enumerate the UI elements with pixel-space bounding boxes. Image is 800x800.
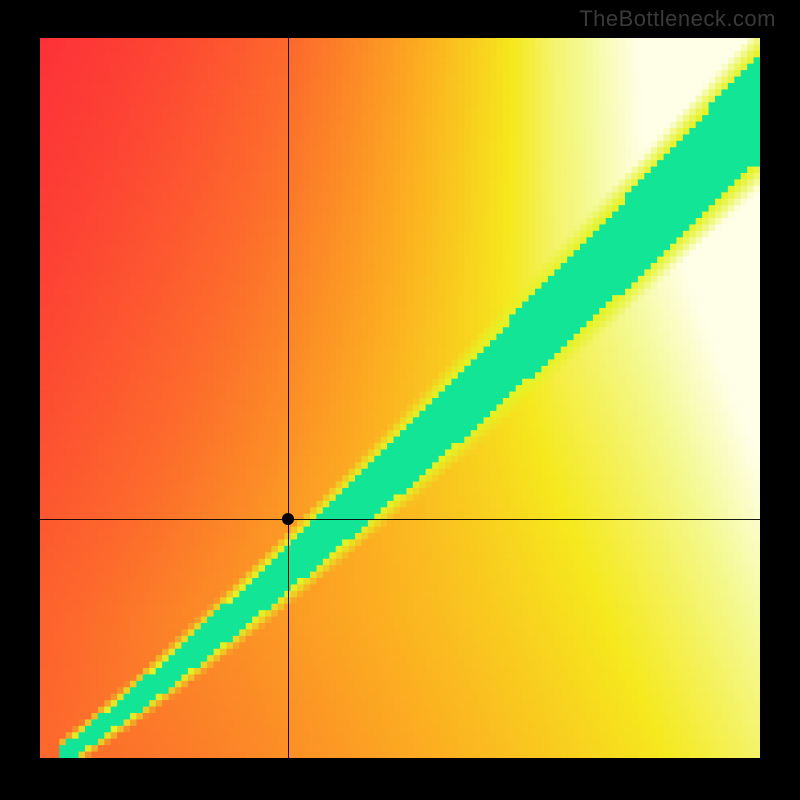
data-point-marker — [282, 513, 294, 525]
crosshair-vertical — [288, 38, 289, 758]
heatmap-canvas — [40, 38, 760, 758]
crosshair-horizontal — [40, 519, 760, 520]
heatmap-chart — [40, 38, 760, 758]
source-watermark: TheBottleneck.com — [579, 6, 776, 32]
